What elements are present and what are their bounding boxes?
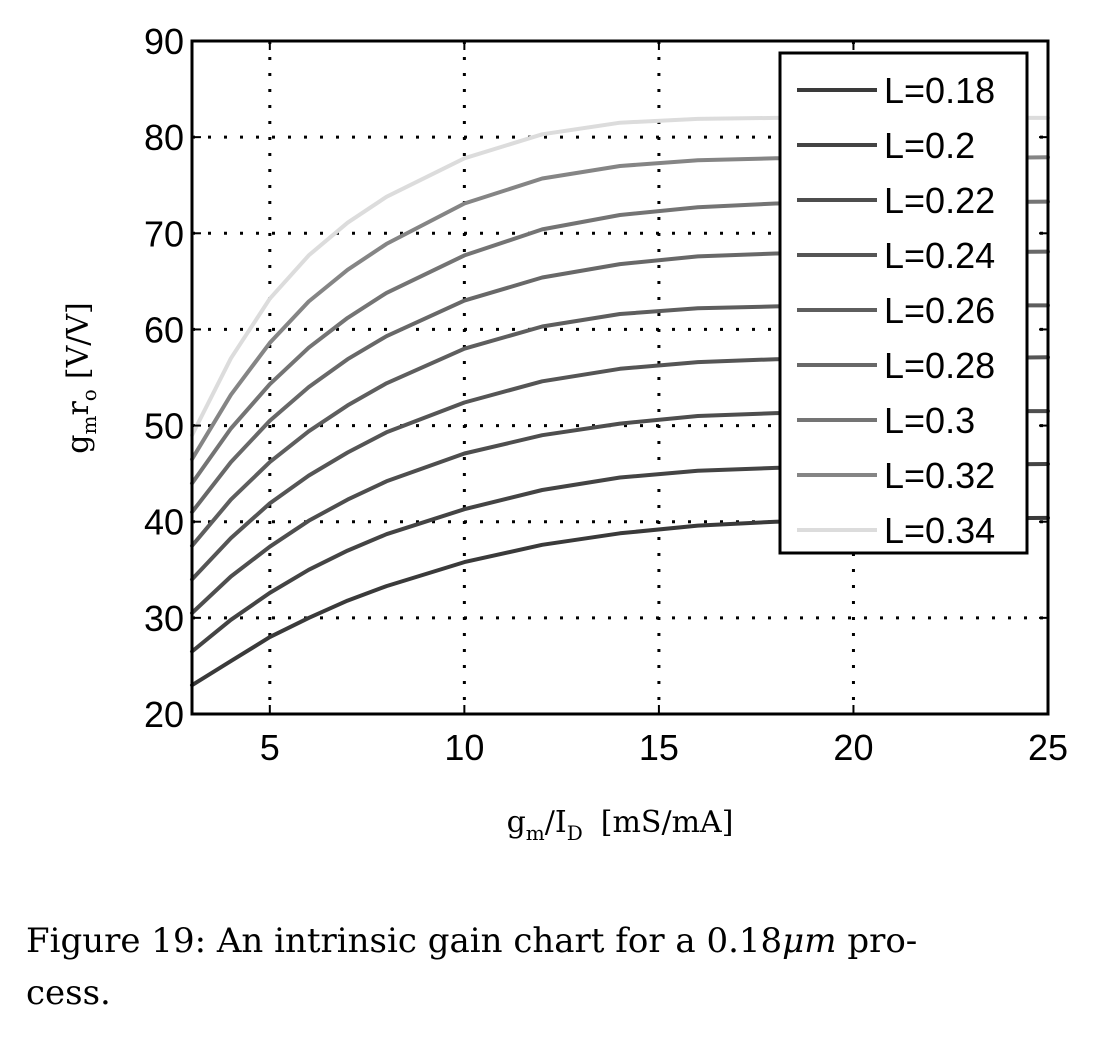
legend-label-2: L=0.22 <box>884 180 995 221</box>
caption-text-end: pro- <box>836 921 918 961</box>
x-tick-label-25: 25 <box>1028 727 1068 768</box>
y-axis-label: gmro [V/V] <box>61 302 101 453</box>
y-axis-label-main2: r <box>61 401 96 416</box>
y-tick-label-50: 50 <box>144 406 184 447</box>
y-tick-label-40: 40 <box>144 502 184 543</box>
y-tick-label-70: 70 <box>144 213 184 254</box>
x-tick-label-5: 5 <box>260 727 280 768</box>
y-tick-label-90: 90 <box>144 21 184 62</box>
legend-label-4: L=0.26 <box>884 290 995 331</box>
y-axis-label-sub2: o <box>77 389 101 401</box>
y-tick-label-60: 60 <box>144 309 184 350</box>
caption-text-line2: cess. <box>26 973 111 1013</box>
x-tick-label-10: 10 <box>444 727 484 768</box>
x-axis-label-mid: /I <box>545 805 567 840</box>
figure-caption: Figure 19: An intrinsic gain chart for a… <box>26 915 1106 1019</box>
y-tick-label-80: 80 <box>144 117 184 158</box>
legend-label-1: L=0.2 <box>884 125 975 166</box>
x-axis-label-main: g <box>507 805 526 840</box>
legend-box <box>778 51 1029 555</box>
tick-marks <box>192 40 1049 715</box>
y-tick-labels: 20 30 40 50 60 70 80 90 <box>144 21 184 735</box>
x-tick-label-15: 15 <box>639 727 679 768</box>
caption-mu: μm <box>782 921 837 961</box>
y-tick-label-20: 20 <box>144 694 184 735</box>
legend-label-3: L=0.24 <box>884 235 995 276</box>
x-tick-label-20: 20 <box>833 727 873 768</box>
y-axis-label-unit: [V/V] <box>61 302 96 379</box>
y-axis-label-main1: g <box>61 435 96 454</box>
y-axis-label-sub1: m <box>77 416 101 435</box>
x-axis-label: gm/ID [mS/mA] <box>507 805 734 845</box>
legend-label-8: L=0.34 <box>884 510 995 551</box>
legend: L=0.18 L=0.2 L=0.22 L=0.24 L=0.26 L=0.28 L=0.3… <box>778 51 1029 555</box>
x-axis-label-sub2: D <box>567 821 583 845</box>
legend-label-5: L=0.28 <box>884 345 995 386</box>
caption-text: Figure 19: An intrinsic gain chart for a… <box>26 921 783 961</box>
x-tick-labels: 5 10 15 20 25 <box>260 727 1068 768</box>
x-axis-label-unit: [mS/mA] <box>601 805 734 840</box>
y-tick-label-30: 30 <box>144 598 184 639</box>
x-axis-label-sub1: m <box>526 821 545 845</box>
plot-frame <box>190 39 1050 716</box>
legend-label-7: L=0.32 <box>884 455 995 496</box>
legend-label-0: L=0.18 <box>884 70 995 111</box>
legend-label-6: L=0.3 <box>884 400 975 441</box>
